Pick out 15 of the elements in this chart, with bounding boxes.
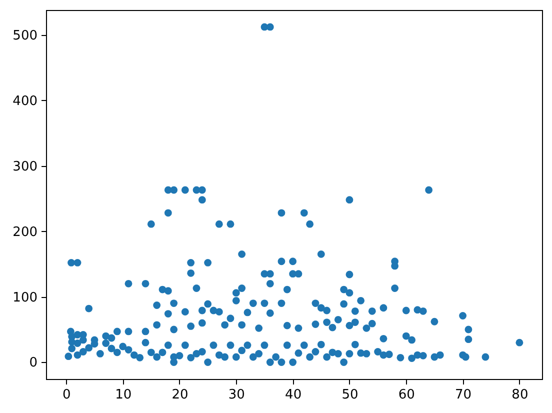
x-tick-label: 10 <box>115 388 132 402</box>
x-tick-label: 0 <box>62 388 71 402</box>
y-tick-label: 200 <box>12 224 38 240</box>
x-tick-label: 30 <box>228 388 245 402</box>
y-tick-label: 0 <box>29 356 38 371</box>
x-tick-label: 40 <box>285 388 302 402</box>
x-tick-label: 70 <box>455 388 472 402</box>
x-tick-label: 60 <box>398 388 415 402</box>
y-tick-label: 500 <box>12 28 38 44</box>
x-tick-label: 80 <box>512 388 528 402</box>
x-tick-label: 20 <box>172 388 188 402</box>
y-tick-label: 400 <box>12 94 38 109</box>
y-tick-label: 100 <box>12 290 38 306</box>
x-tick-label: 50 <box>342 388 358 402</box>
y-tick-label: 300 <box>12 159 38 174</box>
